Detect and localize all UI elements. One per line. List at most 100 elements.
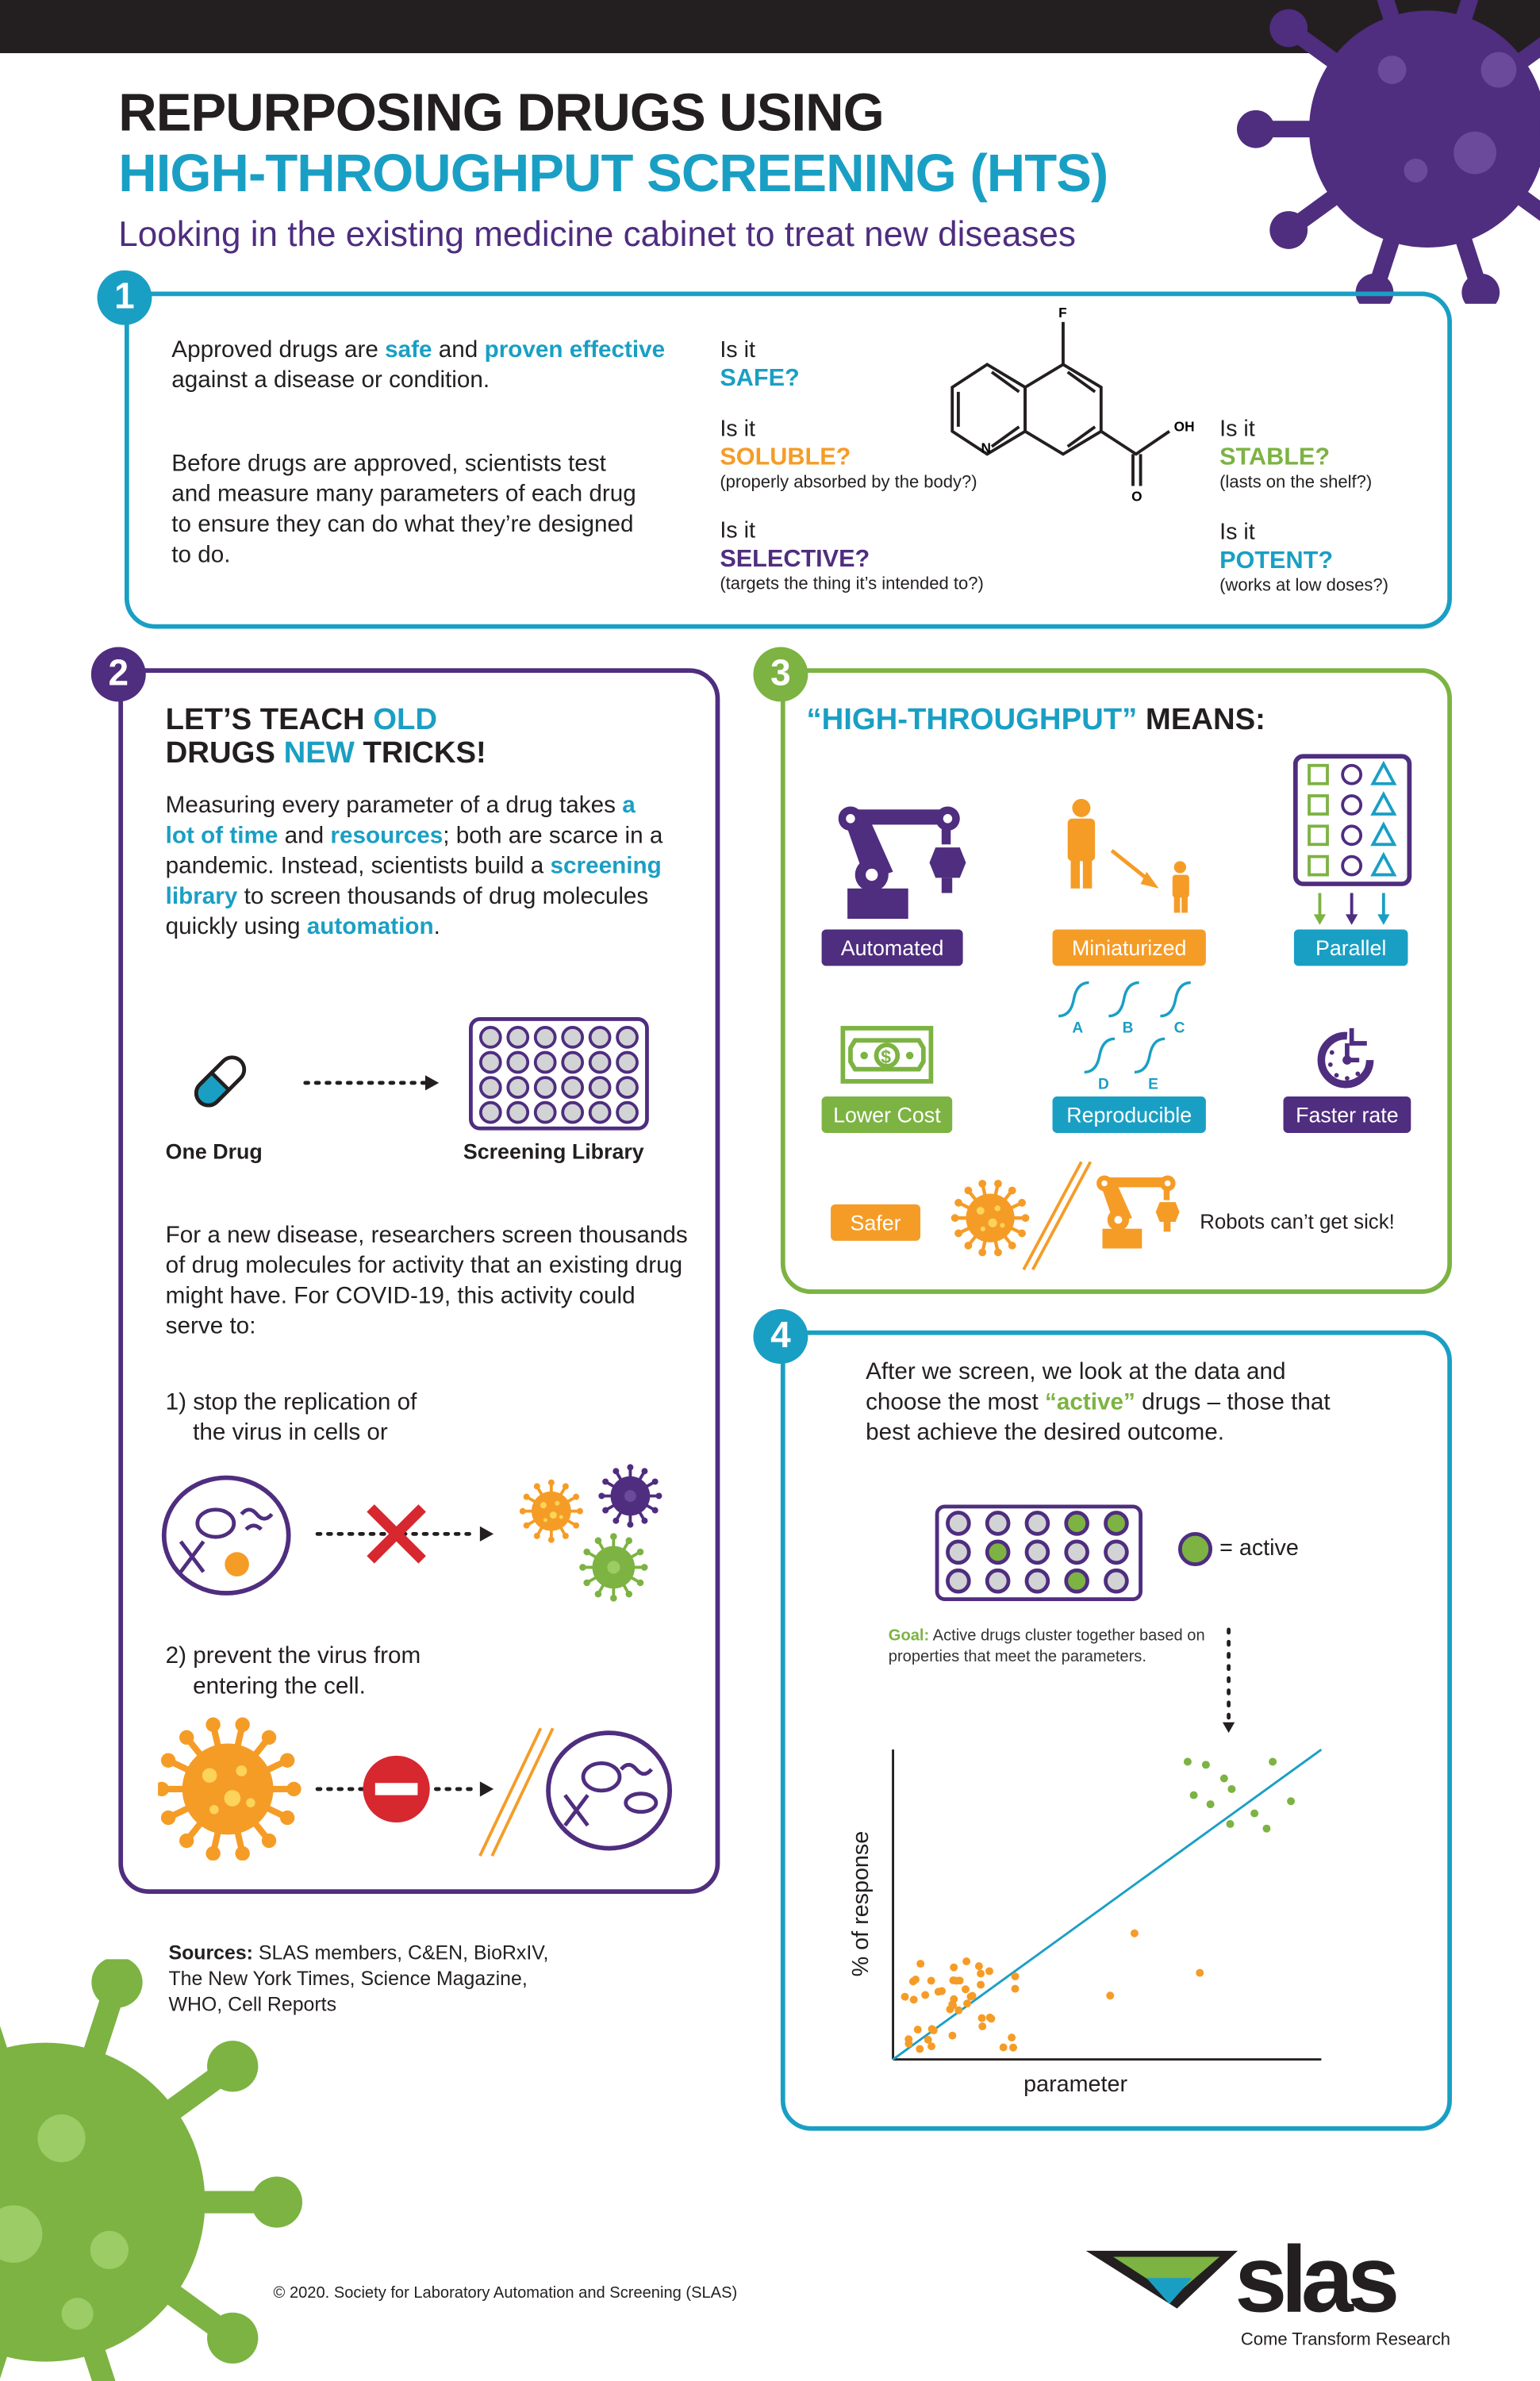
section-3-number: 3 xyxy=(753,647,808,702)
well xyxy=(506,1076,530,1099)
virus-dot xyxy=(1377,56,1407,84)
virus-dot xyxy=(540,1502,547,1509)
virus-spike-tip xyxy=(179,1833,194,1849)
reproducible-curves-icon: A B C D E xyxy=(1058,981,1191,1093)
virus-spike-tip xyxy=(205,1717,221,1732)
active-point xyxy=(1227,1784,1236,1793)
inactive-well xyxy=(985,1511,1011,1536)
sources-label: Sources: xyxy=(168,1941,253,1964)
q-note: (works at low doses?) xyxy=(1219,577,1388,596)
text: drugs – those that best achieve the desi… xyxy=(866,1389,1331,1446)
virus-spike-tip xyxy=(602,1478,609,1485)
text: and xyxy=(432,336,485,363)
curve-letter: A xyxy=(1072,1020,1083,1037)
q-title: POTENT? xyxy=(1219,548,1334,574)
screening-library-label: Screening Library xyxy=(463,1139,644,1164)
dose-curve xyxy=(1160,981,1191,1018)
virus-spike-tip xyxy=(1021,1214,1030,1223)
inactive-point xyxy=(901,1992,909,2001)
virus-spike-tip xyxy=(573,1522,580,1529)
virus-body xyxy=(966,1193,1015,1242)
active-point xyxy=(1206,1800,1215,1809)
text: entering the cell. xyxy=(193,1673,366,1699)
question-selective: Is it SELECTIVE? (targets the thing it’s i… xyxy=(720,517,983,596)
copyright: © 2020. Society for Laboratory Automatio… xyxy=(273,2283,738,2302)
atom-oh: OH xyxy=(1174,419,1195,435)
virus-spike-tip xyxy=(598,1492,605,1500)
virus-dot xyxy=(1454,131,1496,175)
purple-virus-icon xyxy=(1236,0,1540,304)
question-soluble: Is it SOLUBLE? (properly absorbed by the b… xyxy=(720,415,977,494)
virus-spike-tip xyxy=(625,1537,633,1545)
virus-dot xyxy=(90,2230,129,2270)
well xyxy=(616,1026,639,1049)
virus-dot xyxy=(549,1511,557,1519)
active-legend-label: = active xyxy=(1219,1535,1299,1561)
virus-dot xyxy=(543,1518,547,1523)
parallel-label: Parallel xyxy=(1293,929,1408,966)
outlier-point xyxy=(1106,1991,1115,2000)
inactive-point xyxy=(927,2042,936,2051)
virus-dot xyxy=(1404,159,1428,182)
text: After we screen, we look at the data and… xyxy=(866,1359,1286,1416)
inactive-point xyxy=(963,1999,972,2008)
atom-f: F xyxy=(1058,305,1067,321)
inactive-point xyxy=(977,1969,985,1978)
well xyxy=(533,1050,557,1074)
virus-spike-tip xyxy=(286,1781,301,1797)
section-2-title: LET’S TEACH OLD DRUGS NEW TRICKS! xyxy=(166,703,486,770)
well xyxy=(588,1050,612,1074)
highlight: automation xyxy=(306,914,434,940)
q-pre: Is it xyxy=(720,336,756,363)
virus-dot xyxy=(202,1768,217,1783)
outlier-point xyxy=(1196,1968,1204,1977)
title-line-2: HIGH-THROUGHPUT SCREENING (HTS) xyxy=(118,144,1108,204)
text: against a disease or condition. xyxy=(171,367,490,394)
virus-spike-tip xyxy=(594,1537,602,1545)
virus-body xyxy=(1309,10,1540,248)
inactive-point xyxy=(1008,2033,1016,2042)
dotted-arrow-icon xyxy=(303,1075,440,1091)
text: MEANS: xyxy=(1137,703,1265,737)
curve-letter: C xyxy=(1174,1020,1185,1037)
text: TRICKS! xyxy=(354,736,486,770)
virus-spike-tip xyxy=(1018,1199,1026,1207)
text: . xyxy=(433,914,440,940)
logo-text: slas xyxy=(1235,2229,1396,2332)
text: DRUGS xyxy=(165,736,284,770)
section-2-box xyxy=(118,668,720,1895)
red-x-icon xyxy=(367,1504,426,1564)
virus-spike-tip xyxy=(261,1730,277,1745)
inactive-point xyxy=(977,2014,986,2022)
virus-spike-tip xyxy=(235,1845,250,1861)
highlight: resources xyxy=(330,823,444,850)
virus-spike-tip xyxy=(562,1483,569,1490)
inactive-well xyxy=(1104,1568,1129,1594)
well xyxy=(588,1026,612,1049)
green-virus-icon xyxy=(0,1959,303,2381)
virus-spike-tip xyxy=(523,1522,530,1529)
virus-dot xyxy=(624,1490,636,1502)
goal-label: Goal: xyxy=(888,1626,930,1646)
robots-note: Robots can’t get sick! xyxy=(1200,1210,1395,1234)
virus-dot xyxy=(559,1515,563,1519)
triangle xyxy=(1370,851,1397,877)
molecule-structure-icon: F OH N O xyxy=(950,305,1195,505)
virus-spike-tip xyxy=(279,1753,295,1768)
virus-spike-tip xyxy=(547,1479,555,1486)
virus-dot xyxy=(607,1561,620,1574)
dose-curve xyxy=(1134,1037,1166,1074)
virus-spike-tip xyxy=(1461,273,1500,304)
inactive-well xyxy=(1104,1539,1129,1565)
virus-dot xyxy=(1480,52,1517,88)
inactive-well xyxy=(985,1568,1011,1594)
inactive-point xyxy=(934,1987,943,1996)
section-1-number: 1 xyxy=(97,270,152,325)
triangle xyxy=(1370,791,1397,816)
virus-spike-tip xyxy=(1008,1242,1016,1250)
circle xyxy=(1341,854,1363,877)
triangle xyxy=(1370,821,1397,847)
virus-spike-tip xyxy=(158,1781,170,1797)
virus-spike-tip xyxy=(573,1493,580,1500)
